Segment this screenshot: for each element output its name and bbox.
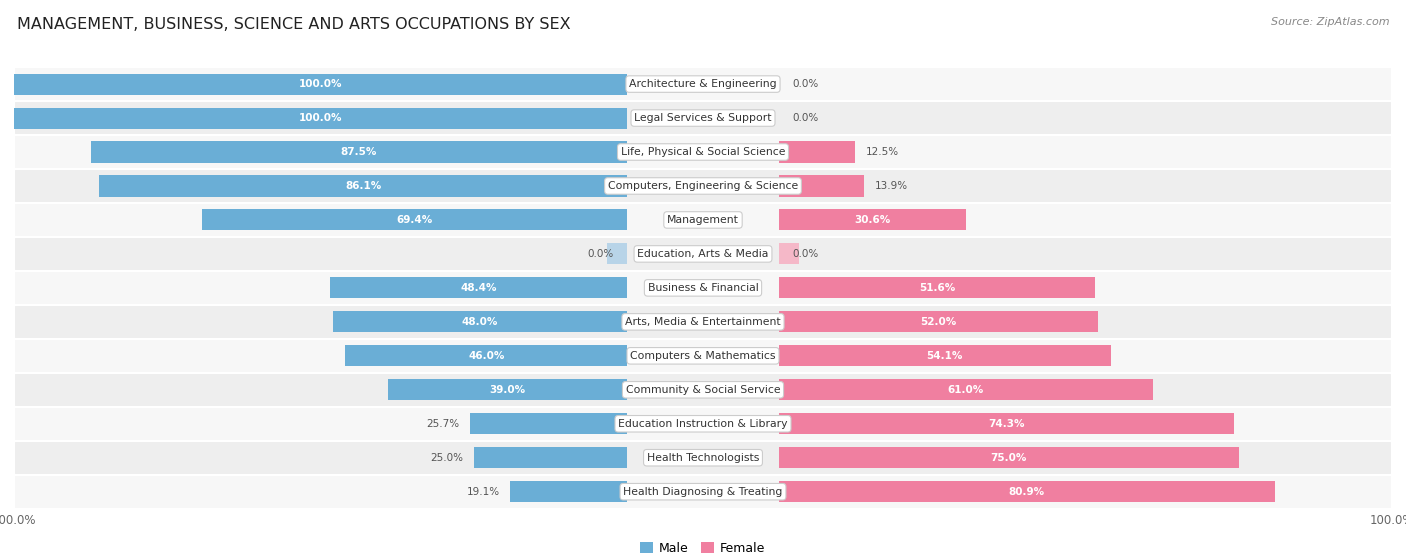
Bar (14, 237, 1392, 271)
Text: Architecture & Engineering: Architecture & Engineering (630, 79, 776, 89)
Text: 19.1%: 19.1% (467, 487, 499, 497)
Bar (779, 447, 1239, 468)
Bar (510, 481, 627, 502)
Bar (470, 413, 627, 434)
Text: Management: Management (666, 215, 740, 225)
Bar (779, 311, 1098, 333)
Text: 0.0%: 0.0% (793, 249, 818, 259)
Bar (91, 141, 627, 163)
Text: 52.0%: 52.0% (920, 317, 956, 327)
Bar (779, 141, 855, 163)
Bar (14, 271, 1392, 305)
Text: 100.0%: 100.0% (299, 79, 343, 89)
Bar (779, 481, 1275, 502)
Text: 0.0%: 0.0% (793, 113, 818, 123)
Bar (388, 379, 627, 400)
Text: Source: ZipAtlas.com: Source: ZipAtlas.com (1271, 17, 1389, 27)
Bar (14, 107, 627, 129)
Text: 86.1%: 86.1% (344, 181, 381, 191)
Text: 69.4%: 69.4% (396, 215, 433, 225)
Bar (330, 277, 627, 299)
Bar (14, 407, 1392, 440)
Text: Education, Arts & Media: Education, Arts & Media (637, 249, 769, 259)
Text: 13.9%: 13.9% (875, 181, 907, 191)
Bar (100, 176, 627, 197)
Text: 75.0%: 75.0% (991, 453, 1026, 463)
Bar (779, 277, 1095, 299)
Text: 80.9%: 80.9% (1008, 487, 1045, 497)
Text: 51.6%: 51.6% (920, 283, 955, 293)
Text: Health Diagnosing & Treating: Health Diagnosing & Treating (623, 487, 783, 497)
Text: Education Instruction & Library: Education Instruction & Library (619, 419, 787, 429)
Bar (779, 243, 800, 264)
Bar (14, 373, 1392, 407)
Bar (779, 210, 966, 230)
Text: Arts, Media & Entertainment: Arts, Media & Entertainment (626, 317, 780, 327)
Bar (14, 440, 1392, 475)
Text: 30.6%: 30.6% (855, 215, 891, 225)
Legend: Male, Female: Male, Female (636, 537, 770, 559)
Bar (14, 339, 1392, 373)
Text: 39.0%: 39.0% (489, 385, 526, 395)
Bar (779, 176, 865, 197)
Bar (14, 169, 1392, 203)
Text: 54.1%: 54.1% (927, 351, 963, 361)
Text: 25.7%: 25.7% (426, 419, 460, 429)
Bar (201, 210, 627, 230)
Bar (14, 101, 1392, 135)
Text: 25.0%: 25.0% (430, 453, 464, 463)
Text: Business & Financial: Business & Financial (648, 283, 758, 293)
Text: 100.0%: 100.0% (299, 113, 343, 123)
Text: 0.0%: 0.0% (793, 79, 818, 89)
Text: 46.0%: 46.0% (468, 351, 505, 361)
Bar (14, 203, 1392, 237)
Bar (14, 475, 1392, 509)
Bar (333, 311, 627, 333)
Bar (14, 67, 1392, 101)
Text: 48.0%: 48.0% (463, 317, 498, 327)
Text: 12.5%: 12.5% (866, 147, 898, 157)
Text: 0.0%: 0.0% (588, 249, 613, 259)
Bar (474, 447, 627, 468)
Bar (344, 345, 627, 366)
Text: Life, Physical & Social Science: Life, Physical & Social Science (621, 147, 785, 157)
Bar (14, 74, 627, 94)
Bar (779, 345, 1111, 366)
Text: Computers, Engineering & Science: Computers, Engineering & Science (607, 181, 799, 191)
Text: MANAGEMENT, BUSINESS, SCIENCE AND ARTS OCCUPATIONS BY SEX: MANAGEMENT, BUSINESS, SCIENCE AND ARTS O… (17, 17, 571, 32)
Bar (14, 135, 1392, 169)
Text: 74.3%: 74.3% (988, 419, 1025, 429)
Bar (14, 305, 1392, 339)
Text: Computers & Mathematics: Computers & Mathematics (630, 351, 776, 361)
Text: Community & Social Service: Community & Social Service (626, 385, 780, 395)
Text: Health Technologists: Health Technologists (647, 453, 759, 463)
Bar (606, 243, 627, 264)
Text: Legal Services & Support: Legal Services & Support (634, 113, 772, 123)
Text: 87.5%: 87.5% (340, 147, 377, 157)
Text: 48.4%: 48.4% (461, 283, 498, 293)
Bar (779, 413, 1234, 434)
Bar (779, 379, 1153, 400)
Text: 61.0%: 61.0% (948, 385, 984, 395)
